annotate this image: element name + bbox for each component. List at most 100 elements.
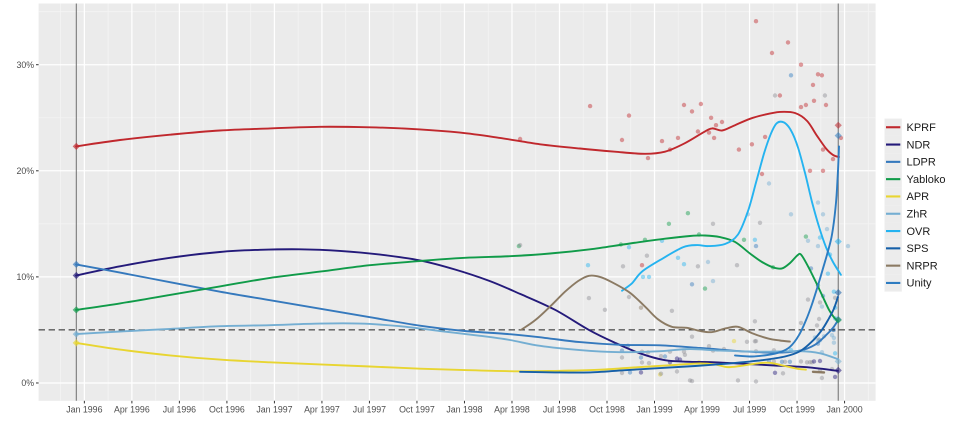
poll-point-LDPR <box>638 355 644 360</box>
poll-point-gray <box>646 360 652 366</box>
poll-point-gray <box>681 349 687 354</box>
poll-point-KPRF <box>759 171 765 177</box>
poll-point-KPRF <box>777 93 783 98</box>
series-lines <box>75 110 842 374</box>
poll-point-ZhR <box>788 212 794 217</box>
x-axis-labels: Jan 1996 Apr 1996 Jul 1996 Oct 1996 Jan 1997… <box>66 404 862 414</box>
x-tick-label: Jul 1998 <box>543 404 576 414</box>
poll-point-KPRF <box>619 137 625 143</box>
poll-point-KPRF <box>719 119 725 125</box>
poll-point-KPRF <box>645 155 651 161</box>
poll-point-ZhR <box>766 181 772 186</box>
result-1999-NDR <box>834 366 842 374</box>
poll-point-KPRF <box>762 134 768 140</box>
poll-point-gray <box>753 338 759 344</box>
trend-line-NRPR <box>520 274 791 343</box>
poll-point-gray <box>798 320 804 326</box>
legend-label-NDR: NDR <box>907 139 931 151</box>
trend-line-APR <box>75 341 807 373</box>
poll-point-KPRF <box>708 115 714 121</box>
poll-point-gray <box>669 308 675 313</box>
poll-point-OVR <box>681 262 687 267</box>
poll-point-gray <box>832 295 838 300</box>
x-tick-label: Apr 1999 <box>684 404 720 414</box>
poll-point-ZhR <box>845 243 851 249</box>
poll-point-LDPR <box>627 370 633 375</box>
poll-point-OVR <box>646 274 652 280</box>
poll-point-gray <box>687 378 693 383</box>
poll-point-gray <box>804 360 810 365</box>
poll-point-KPRF <box>659 138 665 144</box>
result-1995-KPRF <box>72 142 80 151</box>
result-1999-ZhR <box>834 357 842 365</box>
poll-point-KPRF <box>639 263 645 268</box>
poll-point-gray <box>809 360 815 365</box>
poll-point-KPRF <box>819 73 825 78</box>
x-tick-label: Oct 1997 <box>399 404 435 414</box>
legend-label-ZhR: ZhR <box>907 209 928 221</box>
poll-point-gray <box>822 93 828 98</box>
legend: KPRF NDR LDPR Yabloko APR ZhR OVR SPS NRPR Unity <box>884 118 945 292</box>
x-tick-label: Jan 1999 <box>636 404 672 414</box>
poll-point-gray <box>639 360 645 365</box>
poll-point-NDR <box>772 370 778 375</box>
poll-point-Unity <box>788 73 794 78</box>
poll-point-gray <box>620 264 626 269</box>
poll-point-gray <box>682 352 688 357</box>
poll-point-KPRF <box>695 129 701 134</box>
poll-point-LDPR <box>753 243 759 249</box>
poll-point-gray <box>814 323 820 328</box>
poll-point-OVR <box>832 351 838 356</box>
poll-point-gray <box>752 319 758 324</box>
x-tick-label: Oct 1996 <box>209 404 245 414</box>
trend-line-Yabloko <box>75 234 839 323</box>
poll-point-KPRF <box>698 101 704 107</box>
poll-point-ZhR <box>829 333 835 338</box>
poll-point-OVR <box>626 245 632 250</box>
poll-point-NDR <box>817 358 823 364</box>
legend-label-SPS: SPS <box>907 243 929 255</box>
poll-point-gray <box>757 220 763 225</box>
legend-label-KPRF: KPRF <box>907 122 937 134</box>
poll-point-KPRF <box>807 168 813 173</box>
poll-point-gray <box>658 354 664 359</box>
y-tick-label: 30% <box>16 60 34 70</box>
poll-point-gray <box>674 369 680 374</box>
poll-point-OVR <box>675 255 681 260</box>
trend-line-SPS <box>519 296 839 374</box>
poll-point-KPRF <box>706 130 712 135</box>
result-1995-LDPR <box>72 260 80 268</box>
poll-point-gray <box>744 339 750 344</box>
legend-label-NRPR: NRPR <box>907 260 938 272</box>
legend-label-APR: APR <box>907 191 930 203</box>
plot-panel <box>38 3 876 401</box>
poll-point-ZhR <box>820 212 826 217</box>
poll-point-gray <box>689 378 695 384</box>
poll-point-KPRF <box>820 168 826 173</box>
poll-point-gray <box>626 294 632 300</box>
result-1999-KPRF <box>834 121 842 129</box>
poll-point-gray <box>644 253 650 258</box>
axis-ticks <box>36 64 846 404</box>
legend-label-LDPR: LDPR <box>907 157 936 169</box>
result-1995-Yabloko <box>72 306 80 314</box>
poll-point-Yabloko <box>685 211 691 216</box>
trend-line-KPRF <box>75 110 840 158</box>
x-tick-label: Jul 1996 <box>163 404 196 414</box>
y-axis-labels: 0% 10% 20% 30% <box>16 60 34 388</box>
legend-label-Unity: Unity <box>907 278 933 290</box>
poll-point-LDPR <box>662 354 668 359</box>
poll-point-gray <box>753 379 759 384</box>
poll-point-gray <box>819 375 825 381</box>
x-tick-label: Apr 1998 <box>494 404 530 414</box>
x-tick-label: Apr 1997 <box>304 404 340 414</box>
x-tick-label: Jan 1997 <box>256 404 292 414</box>
poll-point-OVR <box>817 235 823 240</box>
poll-point-gray <box>735 378 741 383</box>
poll-point-KPRF <box>820 147 826 152</box>
poll-point-gray <box>695 264 701 269</box>
poll-point-OVR <box>640 274 646 280</box>
x-tick-label: Jul 1999 <box>733 404 766 414</box>
trend-line-OVR <box>621 120 842 292</box>
